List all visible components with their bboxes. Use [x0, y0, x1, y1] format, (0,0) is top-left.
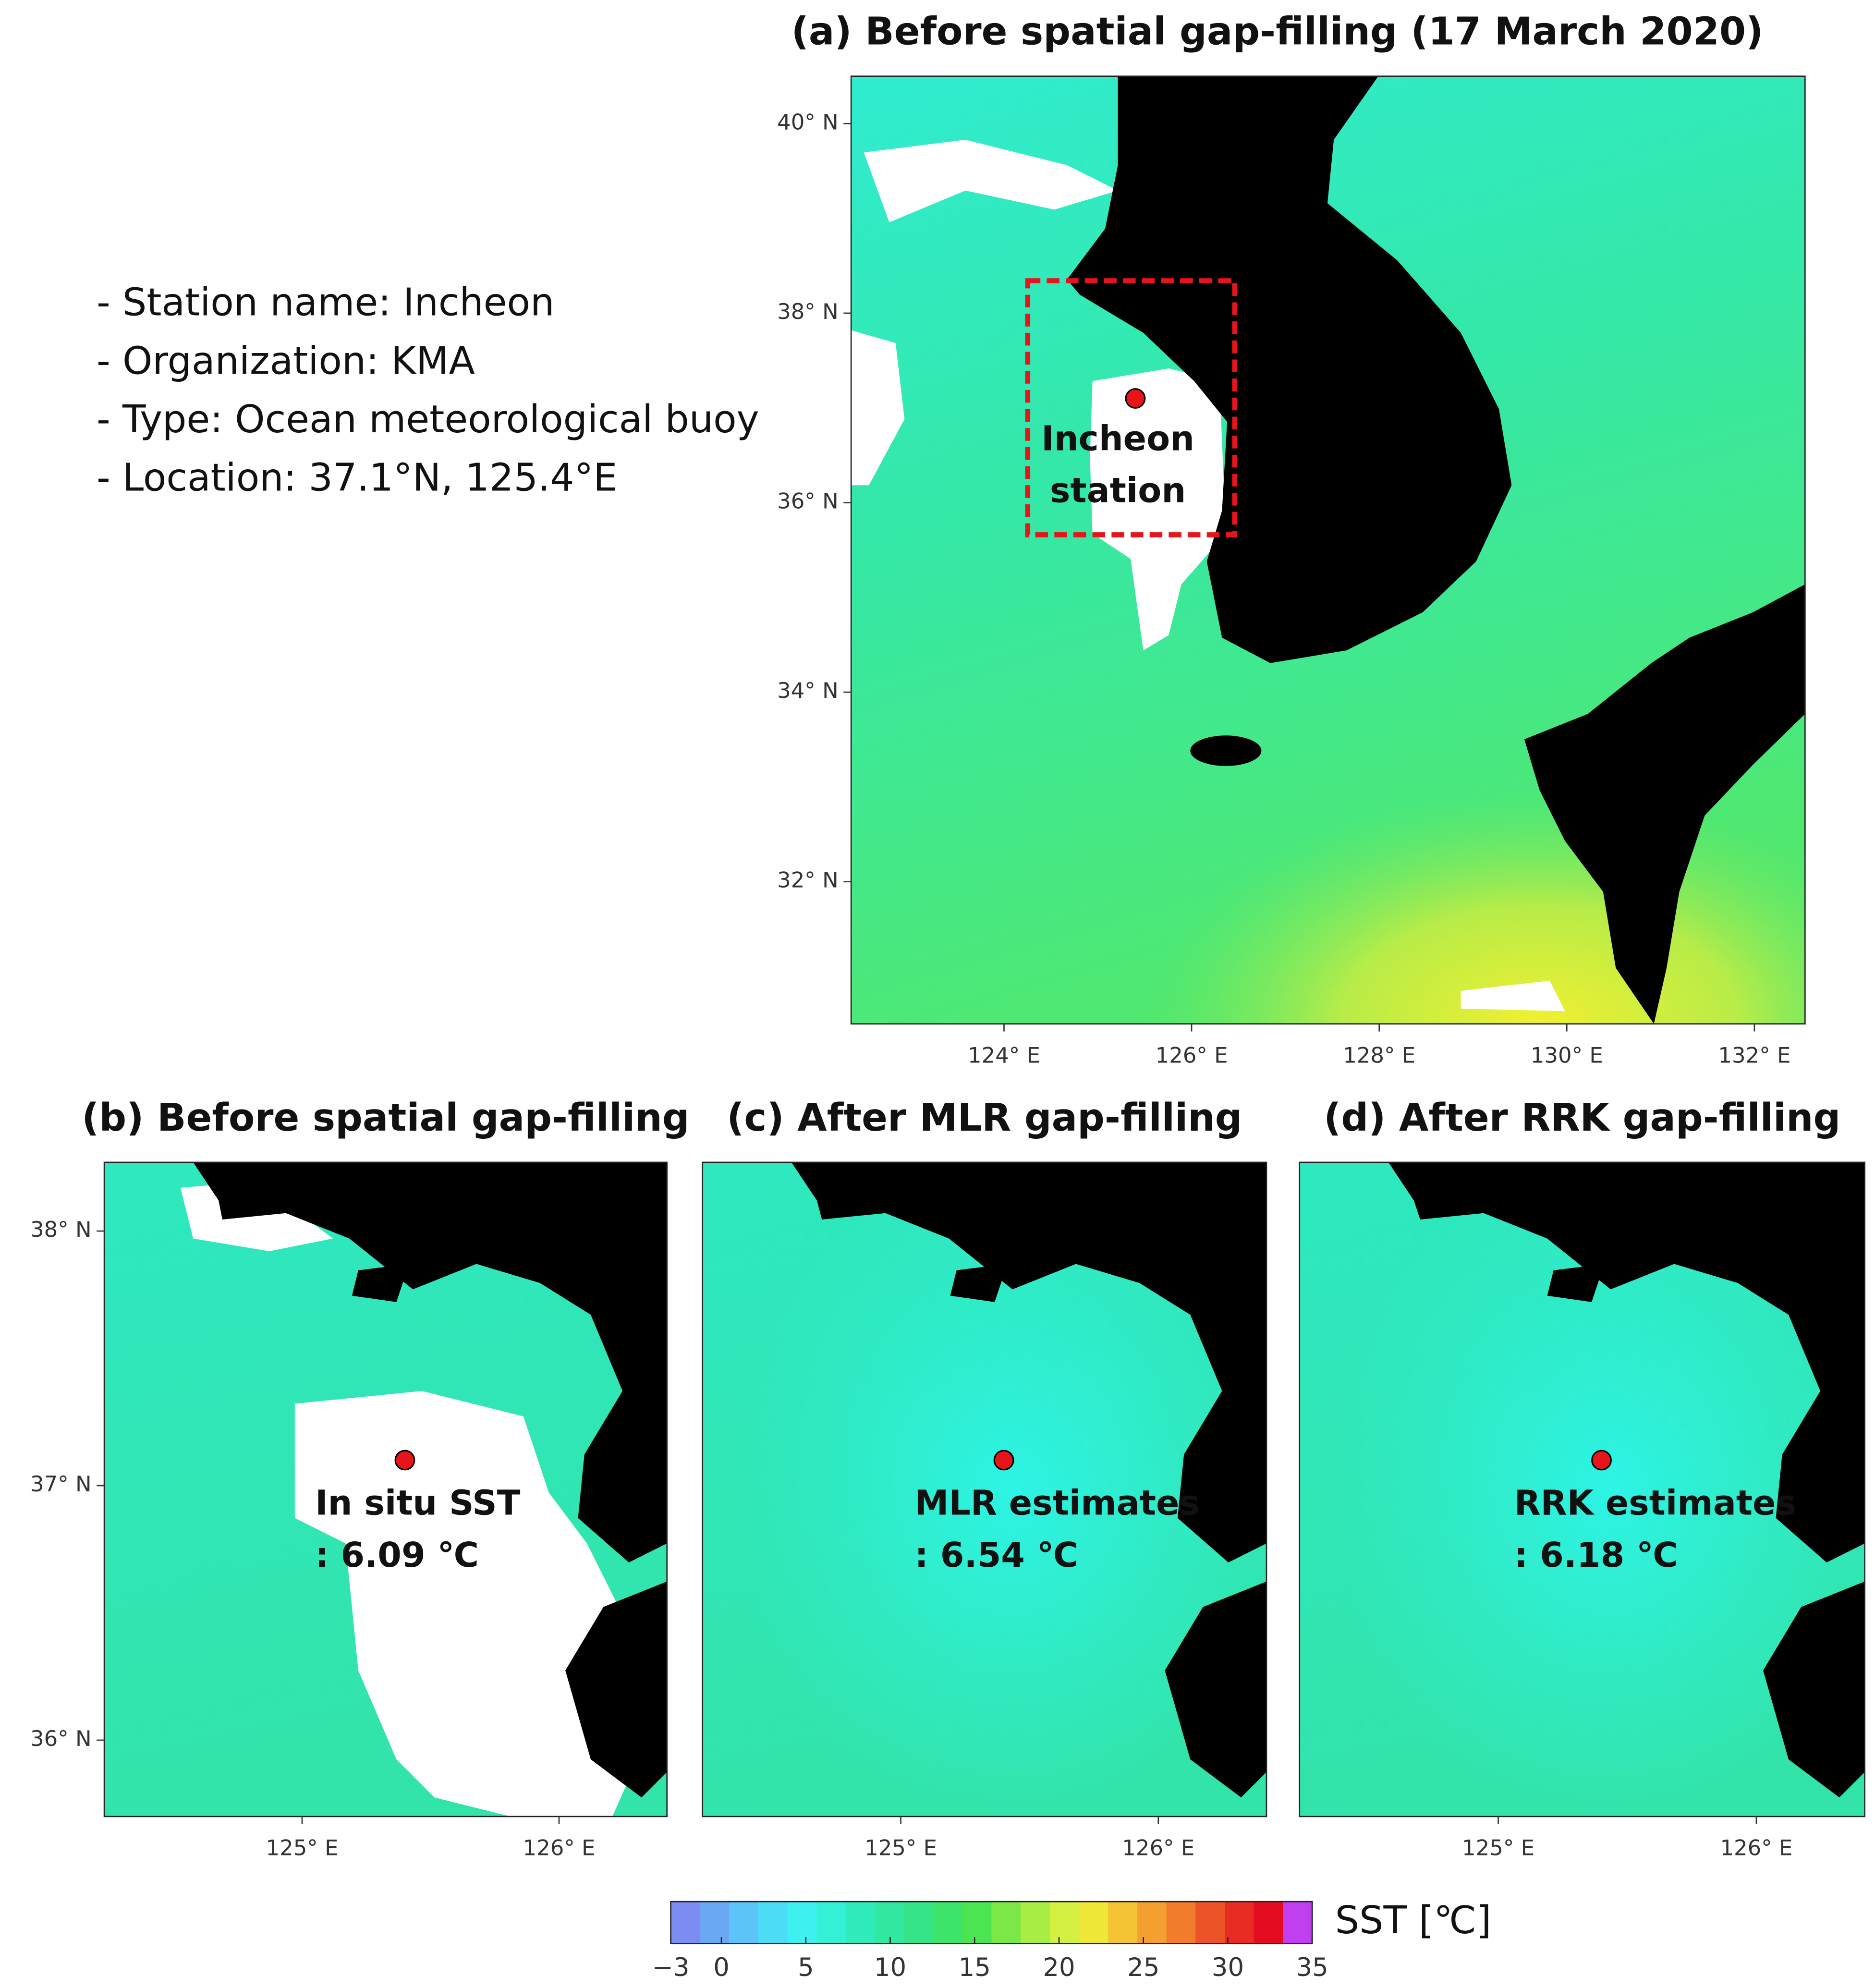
colorbar-swatch	[1195, 1902, 1226, 1944]
island	[950, 1264, 1008, 1302]
colorbar-swatch	[787, 1902, 817, 1944]
annotation: : 6.09 ℃	[315, 1535, 479, 1575]
x-tick-label: 125° E	[1462, 1835, 1534, 1861]
info-line: - Type: Ocean meteorological buoy	[97, 397, 759, 441]
x-tick-label: 132° E	[1718, 1042, 1790, 1068]
x-tick-label: 126° E	[523, 1835, 595, 1861]
x-tick-label: 126° E	[1122, 1835, 1194, 1861]
colorbar-swatch	[1049, 1902, 1080, 1944]
x-tick-label: 130° E	[1531, 1042, 1603, 1068]
y-tick-label: 36° N	[777, 488, 839, 514]
colorbar-tick-label: −3	[652, 1953, 690, 1982]
station-marker	[394, 1450, 415, 1471]
colorbar-swatch	[1108, 1902, 1138, 1944]
colorbar-tick-label: 15	[959, 1953, 991, 1982]
colorbar-swatch	[1254, 1902, 1284, 1944]
station-marker	[1591, 1450, 1612, 1471]
panel-title: (d) After RRK gap-filling	[1324, 1095, 1840, 1140]
x-tick-label: 124° E	[968, 1042, 1040, 1068]
station-marker	[1125, 388, 1146, 409]
y-tick-label: 37° N	[30, 1471, 92, 1497]
land	[1763, 1581, 1865, 1798]
y-tick-label: 36° N	[30, 1726, 92, 1751]
panel-title: (b) Before spatial gap-filling	[82, 1095, 689, 1140]
y-tick-label: 40° N	[777, 109, 839, 134]
annotation: : 6.18 ℃	[1514, 1535, 1678, 1575]
land	[1165, 1581, 1266, 1798]
land	[791, 1162, 1266, 1563]
colorbar-tick-label: 35	[1296, 1953, 1328, 1982]
colorbar-frame	[670, 1901, 1313, 1944]
colorbar-swatch	[875, 1902, 905, 1944]
colorbar-swatch	[1137, 1902, 1167, 1944]
annotation: RRK estimates	[1514, 1483, 1796, 1523]
colorbar-swatch	[670, 1902, 701, 1944]
colorbar-swatch	[1021, 1902, 1051, 1944]
island	[1547, 1264, 1605, 1302]
colorbar-swatch	[700, 1902, 730, 1944]
y-tick-label: 38° N	[777, 299, 839, 324]
y-tick-label: 38° N	[30, 1217, 92, 1242]
land	[565, 1581, 667, 1798]
colorbar-swatch	[933, 1902, 963, 1944]
colorbar-swatch	[845, 1902, 876, 1944]
x-tick-label: 126° E	[1156, 1042, 1228, 1068]
colorbar-swatch	[758, 1902, 788, 1944]
x-tick-label: 128° E	[1343, 1042, 1415, 1068]
island	[352, 1264, 409, 1302]
y-tick-label: 32° N	[777, 867, 839, 893]
map-background	[104, 1162, 667, 1817]
info-line: - Station name: Incheon	[97, 280, 554, 325]
colorbar-swatch	[816, 1902, 847, 1944]
info-line: - Location: 37.1°N, 125.4°E	[97, 455, 617, 500]
colorbar-swatch	[1166, 1902, 1196, 1944]
x-tick-label: 125° E	[266, 1835, 339, 1861]
map-frame	[1299, 1161, 1865, 1817]
annotation: MLR estimates	[914, 1483, 1199, 1523]
colorbar-tick-label: 25	[1127, 1953, 1159, 1982]
colorbar-tick-label: 0	[713, 1953, 730, 1982]
colorbar-tick-label: 20	[1043, 1953, 1075, 1982]
map-background	[1299, 1162, 1865, 1817]
annotation: : 6.54 ℃	[914, 1535, 1078, 1575]
colorbar-swatch	[729, 1902, 759, 1944]
cloud-gap	[294, 1390, 638, 1817]
panel-title: (a) Before spatial gap-filling (17 March…	[791, 9, 1764, 54]
annotation: station	[1050, 471, 1186, 511]
info-line: - Organization: KMA	[97, 338, 475, 383]
colorbar-swatch	[1079, 1902, 1109, 1944]
x-tick-label: 125° E	[864, 1835, 937, 1861]
x-tick-label: 126° E	[1720, 1835, 1792, 1861]
y-tick-label: 34° N	[777, 678, 839, 703]
annotation: Incheon	[1041, 418, 1194, 458]
station-marker	[993, 1450, 1014, 1471]
colorbar-swatch	[962, 1902, 992, 1944]
map-a-background	[851, 76, 1805, 1024]
map-frame	[702, 1161, 1267, 1817]
map-background	[702, 1162, 1266, 1817]
land	[193, 1162, 667, 1563]
colorbar-swatch	[991, 1902, 1022, 1944]
land	[1388, 1162, 1865, 1563]
colorbar-swatch	[904, 1902, 934, 1944]
colorbar-swatch	[1225, 1902, 1255, 1944]
annotation: In situ SST	[315, 1483, 521, 1523]
map-frame	[103, 1161, 668, 1817]
colorbar-tick-label: 30	[1212, 1953, 1244, 1982]
map-frame	[850, 75, 1806, 1024]
colorbar-swatch	[1283, 1902, 1313, 1944]
colorbar-tick-label: 10	[874, 1953, 906, 1982]
colorbar-tick-label: 5	[798, 1953, 814, 1982]
colorbar-label: SST [℃]	[1335, 1898, 1491, 1942]
panel-title: (c) After MLR gap-filling	[727, 1095, 1242, 1140]
